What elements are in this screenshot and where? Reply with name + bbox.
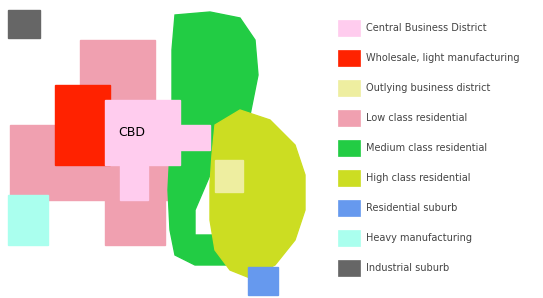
Bar	[338, 170, 360, 186]
Text: Residential suburb: Residential suburb	[366, 203, 457, 213]
Bar	[120, 165, 148, 200]
Text: Central Business District: Central Business District	[366, 23, 487, 33]
Text: CBD: CBD	[118, 125, 145, 139]
Bar	[80, 40, 155, 125]
Text: Medium class residential: Medium class residential	[366, 143, 487, 153]
Bar	[338, 110, 360, 126]
Bar	[338, 260, 360, 276]
Bar	[8, 10, 40, 38]
Text: Industrial suburb: Industrial suburb	[366, 263, 449, 273]
Bar	[8, 195, 48, 245]
Polygon shape	[168, 12, 258, 265]
Text: High class residential: High class residential	[366, 173, 470, 183]
Bar	[155, 125, 210, 150]
Bar	[338, 200, 360, 216]
Bar	[338, 80, 360, 96]
Bar	[338, 20, 360, 36]
Polygon shape	[210, 110, 305, 278]
Bar	[248, 267, 278, 295]
Bar	[10, 125, 185, 200]
Text: Heavy manufacturing: Heavy manufacturing	[366, 233, 472, 243]
Text: Low class residential: Low class residential	[366, 113, 467, 123]
Text: Wholesale, light manufacturing: Wholesale, light manufacturing	[366, 53, 520, 63]
Bar	[105, 100, 180, 165]
Bar	[338, 50, 360, 66]
Bar	[338, 230, 360, 246]
Text: Outlying business district: Outlying business district	[366, 83, 490, 93]
Bar	[338, 140, 360, 156]
Bar	[215, 160, 243, 192]
Bar	[105, 200, 165, 245]
Bar	[55, 85, 110, 165]
